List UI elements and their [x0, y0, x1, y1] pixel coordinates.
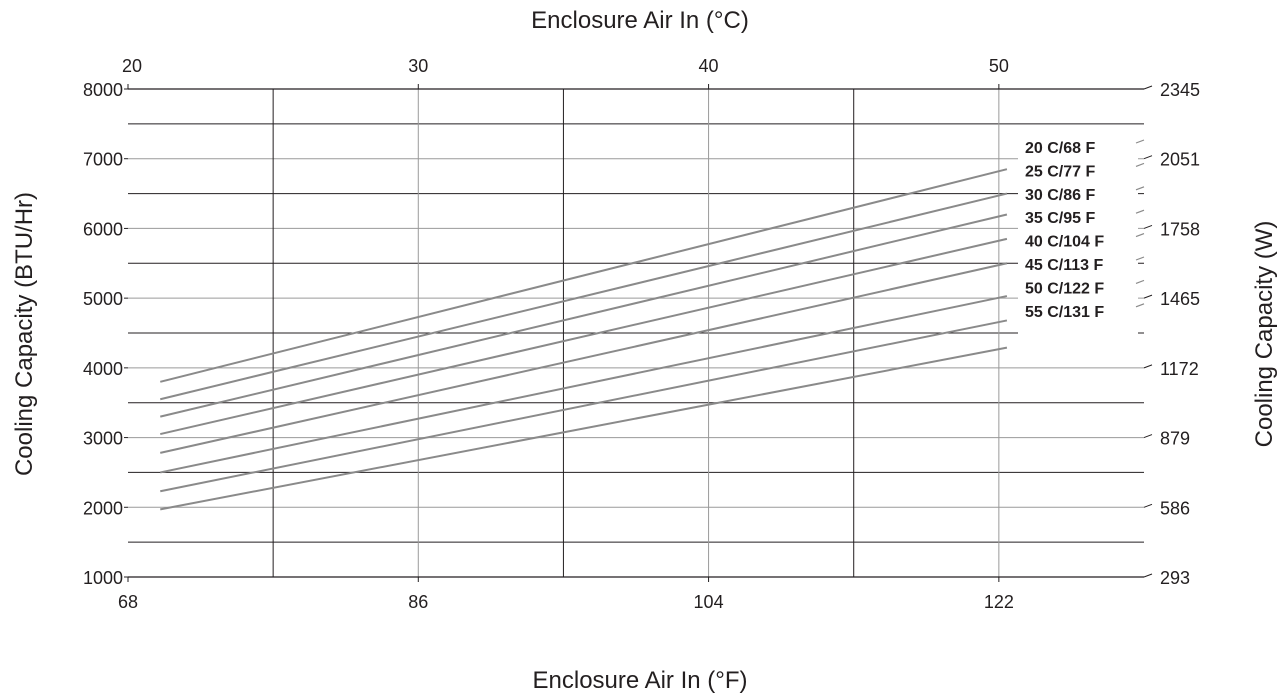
series-label-leader — [1135, 186, 1145, 191]
y-tick-label-right: 879 — [1160, 429, 1190, 449]
series-label: 25 C/77 F — [1025, 163, 1095, 180]
series-line — [160, 237, 1008, 436]
x-tick-label-bottom: 86 — [408, 592, 428, 612]
series-label-panel — [1018, 132, 1138, 364]
y-tick-mark-right — [1143, 294, 1153, 299]
x-tick-label-top: 40 — [699, 56, 719, 76]
y-tick-mark-right — [1143, 503, 1153, 508]
y-tick-label-left: 3000 — [83, 429, 123, 449]
y-axis-right-title: Cooling Capacity (W) — [1251, 221, 1278, 448]
series-line — [160, 262, 1008, 454]
y-tick-label-left: 2000 — [83, 498, 123, 518]
series-label-leader — [1135, 139, 1145, 144]
y-tick-label-right: 2051 — [1160, 150, 1200, 170]
y-tick-label-left: 4000 — [83, 359, 123, 379]
y-tick-mark-right — [1143, 224, 1153, 229]
y-tick-mark-right — [1143, 155, 1153, 160]
y-tick-label-right: 586 — [1160, 498, 1190, 518]
x-axis-top-title: Enclosure Air In (°C) — [531, 7, 749, 34]
grid — [128, 89, 1144, 577]
series-label-leader — [1135, 279, 1145, 284]
y-tick-label-right: 293 — [1160, 568, 1190, 588]
y-tick-label-left: 8000 — [83, 80, 123, 100]
series-label: 45 C/113 F — [1025, 257, 1104, 274]
series-label: 30 C/86 F — [1025, 187, 1095, 204]
series-label-leader — [1135, 233, 1145, 238]
y-tick-mark-right — [1143, 85, 1153, 90]
x-tick-label-bottom: 68 — [118, 592, 138, 612]
x-tick-label-bottom: 104 — [694, 592, 724, 612]
series-label: 55 C/131 F — [1025, 304, 1104, 321]
y-axis-left-title: Cooling Capacity (BTU/Hr) — [11, 192, 38, 476]
series-label: 20 C/68 F — [1025, 140, 1095, 157]
x-tick-label-top: 30 — [408, 56, 428, 76]
series-label: 35 C/95 F — [1025, 210, 1095, 227]
y-tick-label-left: 5000 — [83, 289, 123, 309]
series-line — [160, 346, 1008, 511]
series-label-leader — [1135, 209, 1145, 214]
y-tick-label-right: 1758 — [1160, 219, 1200, 239]
series-line — [160, 295, 1008, 474]
x-tick-label-bottom: 122 — [984, 592, 1014, 612]
series-line — [160, 168, 1008, 383]
y-tick-mark-right — [1143, 573, 1153, 578]
series-labels: 20 C/68 F 25 C/77 F 30 C/86 F 35 C/95 F 40 C… — [1018, 132, 1145, 364]
y-tick-label-right: 1465 — [1160, 289, 1200, 309]
y-tick-label-left: 6000 — [83, 219, 123, 239]
series-label-leader — [1135, 256, 1145, 261]
series-label: 40 C/104 F — [1025, 234, 1104, 251]
x-tick-label-top: 20 — [122, 56, 142, 76]
y-tick-label-right: 1172 — [1160, 359, 1199, 379]
tick-labels: 1000 2000 3000 4000 5000 6000 7000 8000 293 586 87… — [83, 56, 1200, 612]
plot-frame — [128, 88, 1144, 578]
x-axis-bottom-title: Enclosure Air In (°F) — [533, 667, 748, 694]
series-label-leader — [1135, 303, 1145, 308]
y-tick-mark-right — [1143, 434, 1153, 439]
y-tick-label-left: 1000 — [83, 568, 123, 588]
x-tick-label-top: 50 — [989, 56, 1009, 76]
y-tick-mark-right — [1143, 364, 1153, 369]
series-line — [160, 319, 1008, 493]
series-lines — [160, 168, 1008, 511]
y-tick-label-left: 7000 — [83, 150, 123, 170]
series-line — [160, 192, 1008, 401]
series-line — [160, 213, 1008, 418]
y-tick-label-right: 2345 — [1160, 80, 1200, 100]
series-label: 50 C/122 F — [1025, 280, 1104, 297]
series-label-leader — [1135, 162, 1145, 167]
